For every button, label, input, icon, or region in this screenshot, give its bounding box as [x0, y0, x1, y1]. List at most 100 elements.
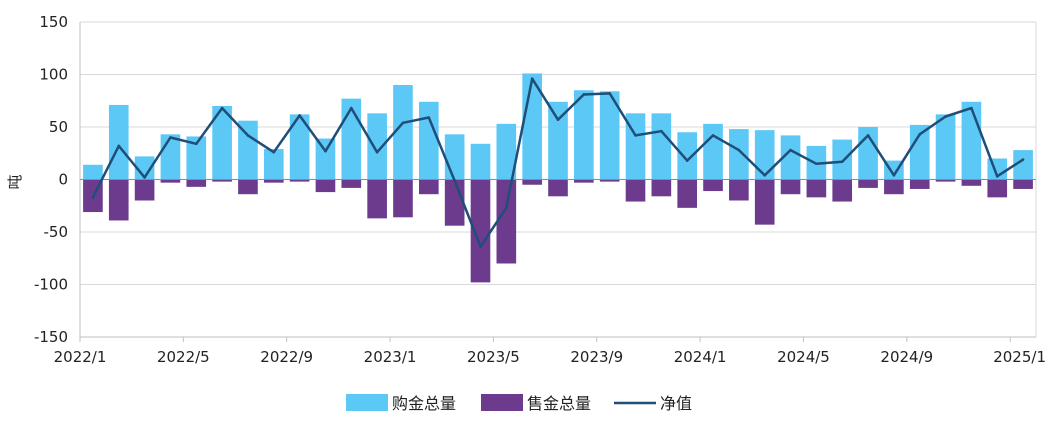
legend-swatch — [481, 394, 523, 411]
sell-bar — [780, 179, 801, 195]
net-value-point — [789, 148, 792, 152]
sell-bar — [858, 179, 878, 188]
buy-bar — [780, 135, 801, 180]
net-value-point — [117, 144, 121, 148]
net-value-point — [892, 174, 896, 177]
sell-bar — [909, 179, 930, 189]
net-value-point — [530, 77, 534, 80]
sell-bar — [1013, 179, 1033, 189]
sell-bar — [496, 179, 517, 264]
sell-bars — [83, 179, 1033, 283]
x-tick-label: 2024/1 — [674, 348, 727, 366]
x-tick-label: 2025/1 — [993, 348, 1046, 366]
y-tick-label: -100 — [34, 276, 68, 294]
net-value-point — [608, 92, 611, 95]
sell-bar — [108, 179, 129, 221]
buy-bar — [935, 114, 956, 180]
buy-bar — [418, 101, 439, 180]
net-value-point — [1021, 158, 1025, 161]
x-axis-ticks: 2022/1 2022/5 2022/9 2023/1 2023/5 2023/9 2024… — [54, 337, 1046, 366]
x-tick-label: 2024/9 — [880, 348, 933, 366]
net-value-point — [970, 106, 973, 110]
x-tick-label: 2023/5 — [467, 348, 520, 366]
sell-bar — [884, 179, 904, 195]
sell-bar — [703, 179, 723, 192]
buy-bar — [263, 149, 284, 180]
net-value-point — [556, 118, 560, 121]
buy-bar — [703, 123, 723, 180]
buy-bar — [315, 138, 336, 180]
net-value-point — [375, 150, 379, 154]
net-value-point — [634, 134, 637, 137]
net-value-point — [582, 93, 586, 96]
net-value-point — [401, 121, 405, 125]
net-value-point — [143, 176, 146, 179]
buy-bar — [625, 113, 646, 180]
legend-label: 购金总量 — [392, 394, 456, 413]
buy-bar — [677, 132, 698, 180]
sell-bar — [599, 179, 620, 182]
net-value-point — [479, 245, 482, 248]
sell-bar — [367, 179, 387, 219]
sell-bar — [522, 179, 542, 185]
legend-label: 净值 — [660, 394, 692, 413]
x-tick-label: 2024/5 — [777, 348, 830, 366]
x-tick-label: 2023/1 — [364, 348, 417, 366]
plot-frame — [79, 21, 1037, 338]
net-value-point — [737, 148, 741, 152]
buy-bar — [212, 106, 232, 180]
y-axis-ticks: 150 100 50 0 -50 -100 -150 — [34, 13, 68, 346]
y-tick-label: -150 — [34, 328, 68, 346]
net-value-point — [246, 134, 250, 137]
sell-bar — [470, 179, 491, 283]
net-value-point — [685, 159, 689, 162]
net-value-point — [918, 133, 922, 136]
net-value-point — [453, 179, 456, 182]
sell-bar — [729, 179, 749, 201]
sell-bar — [444, 179, 465, 226]
net-value-point — [711, 134, 715, 137]
y-tick-label: 50 — [49, 118, 68, 136]
buy-bar — [393, 85, 413, 180]
x-tick-label: 2022/1 — [54, 348, 107, 366]
buy-bar — [599, 91, 620, 180]
buy-bar — [238, 120, 258, 180]
legend-label: 售金总量 — [527, 394, 591, 413]
sell-bar — [651, 179, 672, 197]
sell-bar — [160, 179, 181, 183]
buy-bar — [341, 98, 362, 180]
sell-bar — [393, 179, 413, 218]
net-value-point — [505, 206, 508, 210]
net-value-point — [272, 150, 276, 154]
buy-bar — [1013, 150, 1033, 180]
x-tick-label: 2023/9 — [570, 348, 623, 366]
y-tick-label: 0 — [58, 171, 68, 189]
sell-bar — [315, 179, 336, 193]
sell-bar — [832, 179, 853, 202]
sell-bar — [186, 179, 207, 187]
buy-bars — [83, 73, 1033, 180]
sell-bar — [677, 179, 698, 208]
sell-bar — [754, 179, 775, 225]
net-value-point — [995, 175, 999, 178]
sell-bar — [212, 179, 232, 182]
legend: 购金总量 售金总量 净值 — [346, 394, 692, 413]
buy-bar — [496, 123, 517, 180]
net-value-point — [763, 174, 767, 177]
net-value-point — [815, 162, 818, 166]
net-value-line-series — [91, 77, 1025, 248]
sell-bar — [289, 179, 310, 182]
sell-bar — [574, 179, 594, 183]
buy-bar — [548, 101, 568, 180]
buy-bar — [289, 114, 310, 180]
sell-bar — [263, 179, 284, 183]
net-value-point — [324, 149, 327, 153]
net-value-point — [298, 114, 301, 117]
buy-bar — [961, 101, 982, 180]
buy-bar — [108, 104, 129, 180]
x-tick-label: 2022/5 — [157, 348, 210, 366]
sell-bar — [625, 179, 646, 202]
sell-bar — [935, 179, 956, 182]
buy-bar — [754, 130, 775, 180]
net-value-point — [866, 134, 870, 137]
